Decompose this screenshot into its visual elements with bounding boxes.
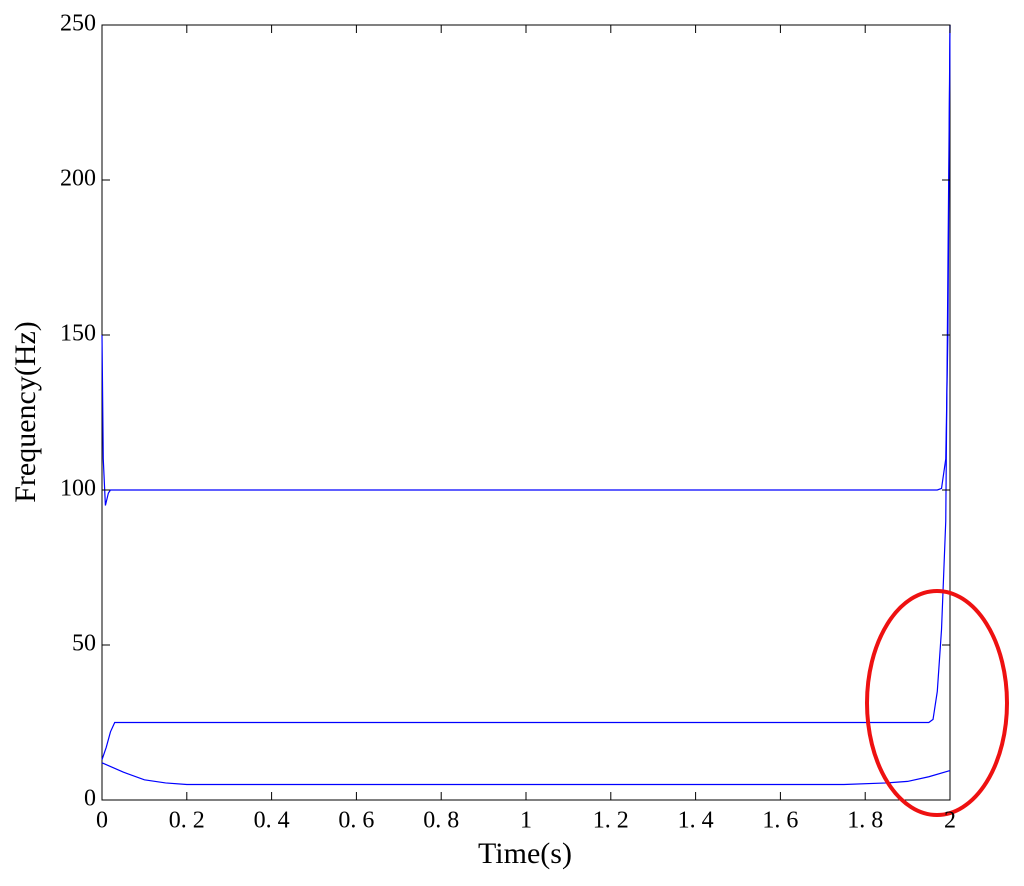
data-line [101,762,951,786]
x-tick-label: 1. 4 [678,808,714,834]
x-tick-label: 1. 8 [847,808,883,834]
y-tick-label: 200 [60,166,96,192]
x-tick-label: 2 [944,808,956,834]
plot-frame [101,24,951,801]
x-tick-label: 1 [520,808,532,834]
x-tick-label: 1. 6 [762,808,798,834]
data-line [101,24,951,506]
x-tick-label: 0. 2 [169,808,205,834]
x-axis-label: Time(s) [478,837,572,870]
y-axis-label: Frequency(Hz) [9,321,42,503]
x-tick-label: 0. 8 [423,808,459,834]
y-tick-label: 50 [72,631,96,657]
y-tick-label: 100 [60,476,96,502]
y-tick-label: 250 [60,11,96,37]
data-line [101,24,951,760]
x-tick-label: 0. 6 [338,808,374,834]
x-tick-label: 1. 2 [593,808,629,834]
x-tick-label: 0 [96,808,108,834]
x-tick-label: 0. 4 [254,808,290,834]
y-tick-label: 150 [60,321,96,347]
y-tick-label: 0 [84,786,96,812]
highlight-ellipse [865,589,1009,817]
